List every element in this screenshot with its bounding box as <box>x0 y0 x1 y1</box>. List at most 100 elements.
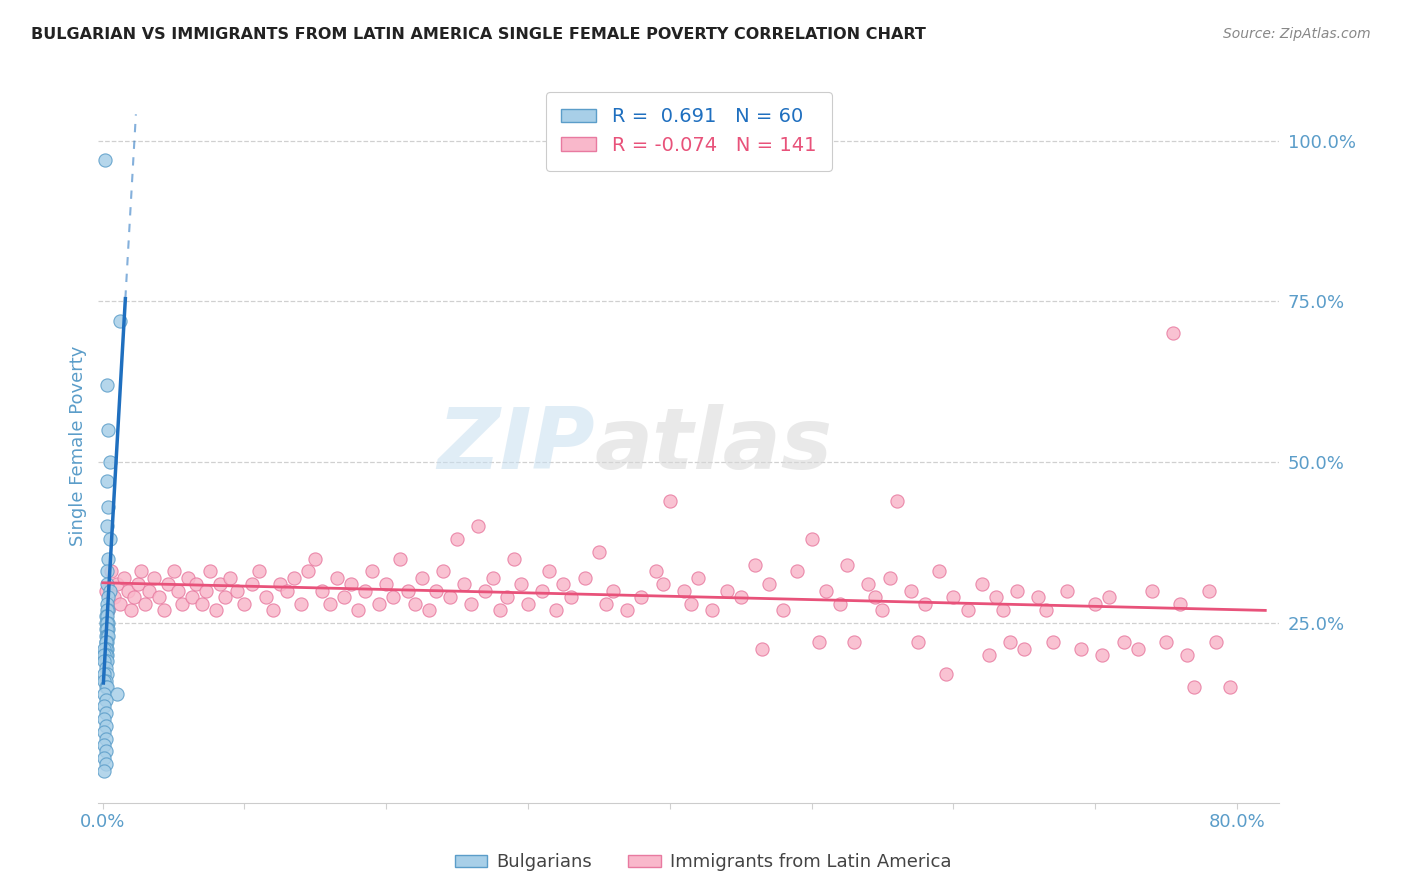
Point <box>122 590 145 604</box>
Point <box>602 583 624 598</box>
Point <box>1198 583 1220 598</box>
Point <box>879 571 901 585</box>
Point <box>1012 641 1035 656</box>
Point <box>588 545 610 559</box>
Text: atlas: atlas <box>595 404 832 488</box>
Point <box>858 577 880 591</box>
Point <box>425 583 447 598</box>
Point <box>96 577 118 591</box>
Point <box>166 583 188 598</box>
Point <box>93 648 115 662</box>
Point <box>98 533 121 547</box>
Point <box>446 533 468 547</box>
Point <box>800 533 823 547</box>
Point <box>105 686 128 700</box>
Point <box>502 551 524 566</box>
Point <box>103 590 125 604</box>
Point <box>93 764 115 778</box>
Point <box>517 597 540 611</box>
Point <box>96 680 118 694</box>
Point <box>886 493 908 508</box>
Point <box>96 635 118 649</box>
Point <box>977 648 1000 662</box>
Point <box>1161 326 1184 341</box>
Point <box>96 648 118 662</box>
Point <box>688 571 710 585</box>
Point <box>269 577 291 591</box>
Point <box>96 565 118 579</box>
Point <box>96 654 118 668</box>
Point <box>311 583 333 598</box>
Point <box>651 577 673 591</box>
Point <box>325 571 347 585</box>
Point <box>1035 603 1057 617</box>
Point <box>93 751 115 765</box>
Point <box>254 590 277 604</box>
Point <box>94 153 117 167</box>
Legend: Bulgarians, Immigrants from Latin America: Bulgarians, Immigrants from Latin Americ… <box>447 847 959 879</box>
Point <box>127 577 149 591</box>
Point <box>97 551 120 566</box>
Point <box>205 603 228 617</box>
Point <box>94 648 117 662</box>
Point <box>219 571 242 585</box>
Point <box>1168 597 1191 611</box>
Point <box>191 597 214 611</box>
Point <box>361 565 384 579</box>
Point <box>1056 583 1078 598</box>
Point <box>672 583 695 598</box>
Point <box>96 615 118 630</box>
Point <box>276 583 298 598</box>
Point <box>186 577 208 591</box>
Point <box>200 565 222 579</box>
Point <box>368 597 391 611</box>
Point <box>730 590 752 604</box>
Point <box>134 597 156 611</box>
Point <box>94 629 117 643</box>
Point <box>339 577 361 591</box>
Point <box>928 565 950 579</box>
Point <box>96 667 118 681</box>
Point <box>283 571 305 585</box>
Point <box>354 583 377 598</box>
Point <box>495 590 517 604</box>
Point <box>935 667 957 681</box>
Point <box>226 583 249 598</box>
Point <box>991 603 1014 617</box>
Point <box>984 590 1007 604</box>
Point <box>553 577 575 591</box>
Point <box>751 641 773 656</box>
Point <box>142 571 165 585</box>
Point <box>842 635 865 649</box>
Point <box>195 583 218 598</box>
Point <box>474 583 496 598</box>
Point <box>98 455 121 469</box>
Point <box>97 500 120 514</box>
Point <box>177 571 200 585</box>
Point <box>96 597 118 611</box>
Point <box>93 654 115 668</box>
Point <box>96 641 118 656</box>
Point <box>560 590 582 604</box>
Point <box>93 686 115 700</box>
Point <box>105 577 128 591</box>
Point <box>432 565 454 579</box>
Point <box>1091 648 1114 662</box>
Point <box>467 519 489 533</box>
Point <box>681 597 703 611</box>
Point <box>1005 583 1028 598</box>
Point <box>616 603 638 617</box>
Point <box>304 551 326 566</box>
Point <box>332 590 354 604</box>
Point <box>460 597 482 611</box>
Point <box>481 571 503 585</box>
Point <box>318 597 340 611</box>
Point <box>290 597 312 611</box>
Point <box>98 583 121 598</box>
Point <box>96 622 118 636</box>
Point <box>786 565 808 579</box>
Point <box>97 603 120 617</box>
Point <box>1175 648 1198 662</box>
Point <box>94 731 117 746</box>
Point <box>1112 635 1135 649</box>
